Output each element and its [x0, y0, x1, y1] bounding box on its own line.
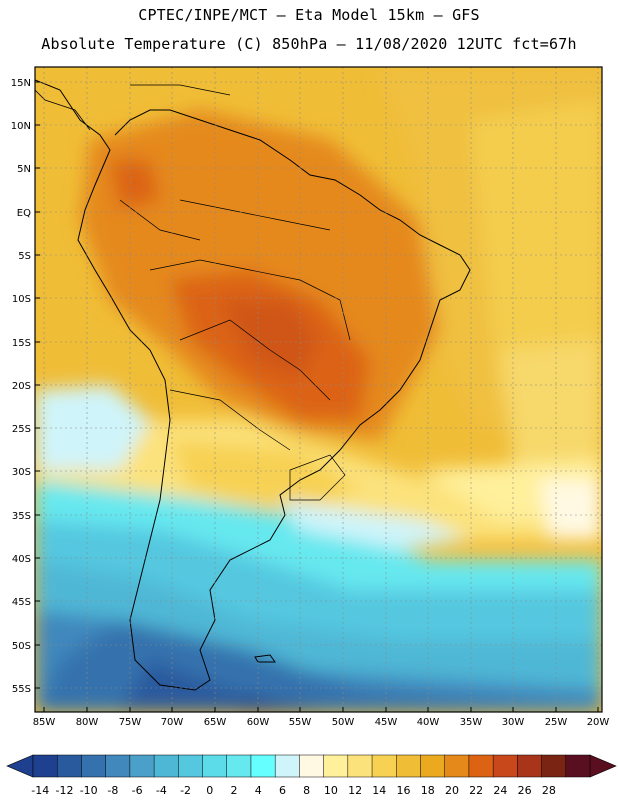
- colorbar-tick-label: -8: [107, 784, 118, 797]
- lat-label: 15S: [12, 338, 31, 349]
- map-frame: [34, 66, 603, 713]
- colorbar-swatch: [371, 754, 397, 778]
- colorbar-tick-label: 12: [348, 784, 362, 797]
- axis-ticks: [35, 81, 599, 712]
- colorbar-tick-label: -6: [132, 784, 143, 797]
- colorbar-tick-label: 0: [206, 784, 213, 797]
- colorbar-tick-label: 2: [231, 784, 238, 797]
- colorbar-swatch: [492, 754, 518, 778]
- colorbar-swatch: [32, 754, 58, 778]
- lon-label: 80W: [76, 717, 99, 728]
- lon-label: 20W: [587, 717, 610, 728]
- colorbar-tick-label: 10: [324, 784, 338, 797]
- colorbar-arrow-high: [589, 754, 617, 778]
- colorbar-tick-label: 26: [518, 784, 532, 797]
- lat-label: 35S: [12, 511, 31, 522]
- lat-label: 50S: [12, 641, 31, 652]
- colorbar-swatch: [274, 754, 300, 778]
- colorbar-swatch: [81, 754, 107, 778]
- colorbar-swatch: [129, 754, 155, 778]
- lon-label: 75W: [119, 717, 142, 728]
- colorbar-tick-label: -14: [31, 784, 49, 797]
- lon-label: 50W: [332, 717, 355, 728]
- lat-label: 10N: [11, 121, 31, 132]
- lon-label: 65W: [204, 717, 227, 728]
- colorbar-swatch: [250, 754, 276, 778]
- colorbar-swatch: [396, 754, 421, 778]
- lon-label: 60W: [247, 717, 270, 728]
- lat-label: 15N: [11, 78, 31, 89]
- colorbar-tick-label: 24: [493, 784, 507, 797]
- lat-label: 55S: [12, 684, 31, 695]
- colorbar-swatch: [541, 754, 567, 778]
- colorbar-swatch: [153, 754, 179, 778]
- lat-label: 25S: [12, 424, 31, 435]
- colorbar-labels: -14 -12 -10 -8 -6 -4 -2 0 2 4 6 8 10 12 14 16 18 20 22 24 26…: [31, 784, 556, 797]
- colorbar-tick-label: -12: [55, 784, 73, 797]
- lon-label: 25W: [545, 717, 568, 728]
- colorbar-swatch: [565, 754, 591, 778]
- colorbar-tick-label: 8: [303, 784, 310, 797]
- colorbar-tick-label: -4: [156, 784, 167, 797]
- colorbar-swatch: [468, 754, 494, 778]
- lon-label: 55W: [289, 717, 312, 728]
- colorbar-swatch: [56, 754, 82, 778]
- lat-label: 5S: [18, 251, 31, 262]
- lat-label: 45S: [12, 597, 31, 608]
- lon-label: 45W: [375, 717, 398, 728]
- lon-label: 40W: [417, 717, 440, 728]
- title-line-2: Absolute Temperature (C) 850hPa – 11/08/…: [41, 35, 577, 53]
- colorbar-swatch: [202, 754, 228, 778]
- lat-label: 20S: [12, 381, 31, 392]
- lat-label: 40S: [12, 554, 31, 565]
- title-line-1: CPTEC/INPE/MCT – Eta Model 15km – GFS: [138, 6, 480, 24]
- colorbar-swatch: [105, 754, 131, 778]
- colorbar-swatch: [323, 754, 349, 778]
- lon-label: 35W: [460, 717, 483, 728]
- temperature-field: [35, 67, 602, 712]
- longitude-labels: 85W 80W 75W 70W 65W 60W 55W 50W 45W 40W …: [33, 717, 610, 728]
- colorbar-swatch: [517, 754, 543, 778]
- colorbar: [6, 754, 617, 778]
- colorbar-swatch: [444, 754, 470, 778]
- lon-label: 85W: [33, 717, 56, 728]
- colorbar-tick-label: -10: [80, 784, 98, 797]
- latitude-labels: 15N 10N 5N EQ 5S 10S 15S 20S 25S 30S 35S…: [11, 78, 31, 695]
- colorbar-swatch: [226, 754, 252, 778]
- colorbar-tick-label: 6: [279, 784, 286, 797]
- lat-label: 10S: [12, 294, 31, 305]
- colorbar-swatch: [420, 754, 446, 778]
- colorbar-tick-label: -2: [180, 784, 191, 797]
- colorbar-swatch: [347, 754, 373, 778]
- lat-label: 30S: [12, 467, 31, 478]
- colorbar-tick-label: 22: [469, 784, 483, 797]
- colorbar-tick-label: 16: [397, 784, 411, 797]
- lat-label: 5N: [17, 164, 31, 175]
- colorbar-tick-label: 14: [372, 784, 386, 797]
- colorbar-tick-label: 20: [445, 784, 459, 797]
- colorbar-swatch: [299, 754, 325, 778]
- colorbar-tick-label: 4: [255, 784, 262, 797]
- colorbar-arrow-low: [6, 754, 34, 778]
- lat-label: EQ: [17, 208, 31, 219]
- lon-label: 30W: [502, 717, 525, 728]
- colorbar-tick-label: 18: [421, 784, 435, 797]
- colorbar-swatch: [178, 754, 203, 778]
- lon-label: 70W: [161, 717, 184, 728]
- colorbar-tick-label: 28: [542, 784, 556, 797]
